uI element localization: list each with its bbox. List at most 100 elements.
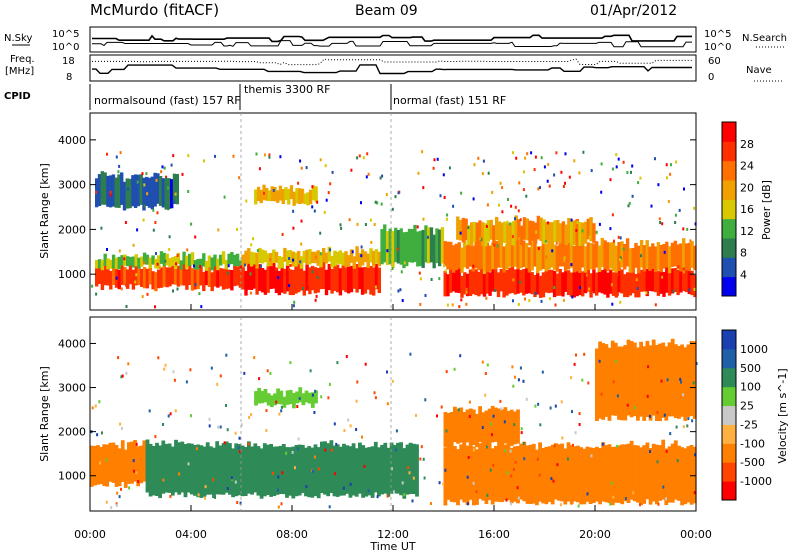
power-cell xyxy=(294,264,298,294)
power-speckle-cell xyxy=(396,247,399,251)
power-speckle-cell xyxy=(238,176,241,180)
power-cell xyxy=(496,241,501,268)
velocity-cell xyxy=(339,446,343,496)
velocity-cell xyxy=(494,407,498,442)
power-speckle-cell xyxy=(360,201,362,205)
power-speckle-cell xyxy=(546,221,549,225)
velocity-cell xyxy=(285,447,289,498)
velocity-cell xyxy=(259,448,264,499)
power-speckle-cell xyxy=(522,188,525,192)
power-speckle-cell xyxy=(590,169,593,173)
power-cell xyxy=(162,265,166,287)
power-speckle-cell xyxy=(293,300,296,304)
power-speckle-cell xyxy=(432,166,435,170)
power-cell xyxy=(151,255,155,265)
power-cell xyxy=(238,269,243,288)
power-speckle-cell xyxy=(394,195,397,199)
power-cell xyxy=(292,191,296,206)
velocity-cell xyxy=(307,392,312,404)
velocity-speckle-cell xyxy=(509,449,512,453)
y-tick-label: 2000 xyxy=(58,223,86,236)
power-cell xyxy=(385,231,390,266)
power-cell xyxy=(302,270,306,296)
power-cell xyxy=(377,251,381,267)
power-speckle-cell xyxy=(609,178,612,182)
velocity-speckle-cell xyxy=(127,362,130,366)
power-cell xyxy=(516,269,520,294)
velocity-speckle-cell xyxy=(489,422,492,426)
power-cell xyxy=(424,225,428,263)
power-speckle-cell xyxy=(619,256,622,260)
power-speckle-cell xyxy=(444,269,447,273)
velocity-cell xyxy=(392,444,397,494)
power-speckle-cell xyxy=(426,235,429,239)
velocity-speckle-cell xyxy=(333,472,336,476)
velocity-cell xyxy=(667,446,672,503)
velocity-speckle-cell xyxy=(492,463,495,467)
power-speckle-cell xyxy=(305,166,308,170)
velocity-speckle-cell xyxy=(226,487,229,490)
power-cell xyxy=(505,244,509,270)
power-cell xyxy=(358,259,362,290)
power-speckle-cell xyxy=(508,222,511,226)
power-cell xyxy=(224,259,228,270)
velocity-speckle-cell xyxy=(309,369,312,373)
power-cell xyxy=(310,265,315,291)
power-cell xyxy=(182,251,186,265)
velocity-cell xyxy=(689,445,694,505)
power-cell xyxy=(140,256,144,267)
power-speckle-cell xyxy=(156,262,159,266)
power-speckle-cell xyxy=(663,250,666,254)
power-speckle-cell xyxy=(534,291,537,295)
velocity-cell xyxy=(323,441,327,495)
power-speckle-cell xyxy=(289,264,292,267)
power-cell xyxy=(374,263,379,290)
power-cell xyxy=(667,271,672,296)
velocity-speckle-cell xyxy=(225,404,227,407)
velocity-cell xyxy=(648,448,653,505)
power-cell xyxy=(693,245,697,271)
power-speckle-cell xyxy=(615,165,618,169)
power-cell xyxy=(165,253,169,266)
power-speckle-cell xyxy=(619,300,622,304)
power-cell xyxy=(505,270,509,296)
velocity-speckle-cell xyxy=(91,406,94,410)
power-cell xyxy=(179,264,183,286)
velocity-cell xyxy=(364,447,369,497)
velocity-speckle-cell xyxy=(415,480,418,484)
power-speckle-cell xyxy=(622,247,625,251)
velocity-speckle-cell xyxy=(550,477,553,481)
velocity-cell xyxy=(329,440,334,494)
power-speckle-cell xyxy=(682,270,685,274)
power-speckle-cell xyxy=(588,287,591,291)
power-cell xyxy=(676,244,680,269)
velocity-speckle-cell xyxy=(572,443,574,447)
power-cell xyxy=(122,181,127,211)
velocity-cell xyxy=(177,442,182,495)
power-cell xyxy=(595,272,599,296)
velocity-cell xyxy=(475,413,479,448)
power-speckle-cell xyxy=(537,187,540,191)
power-speckle-cell xyxy=(674,274,676,278)
power-speckle-cell xyxy=(255,152,258,156)
power-cell xyxy=(522,269,526,296)
velocity-speckle-cell xyxy=(436,414,438,418)
power-speckle-cell xyxy=(313,209,316,213)
velocity-cell xyxy=(522,441,527,502)
power-cell xyxy=(227,253,231,265)
power-cell xyxy=(645,268,649,297)
power-speckle-cell xyxy=(173,200,175,204)
power-speckle-cell xyxy=(654,303,657,307)
velocity-speckle-cell xyxy=(438,481,441,485)
velocity-speckle-cell xyxy=(610,399,613,403)
power-cell xyxy=(347,255,351,267)
power-cell xyxy=(347,266,351,294)
velocity-cell xyxy=(478,406,482,443)
power-speckle-cell xyxy=(482,159,485,163)
power-colorbar-tick: 24 xyxy=(740,160,754,173)
power-cell xyxy=(489,219,493,240)
power-speckle-cell xyxy=(233,282,236,285)
power-cell xyxy=(278,185,283,201)
power-cell xyxy=(550,239,554,268)
